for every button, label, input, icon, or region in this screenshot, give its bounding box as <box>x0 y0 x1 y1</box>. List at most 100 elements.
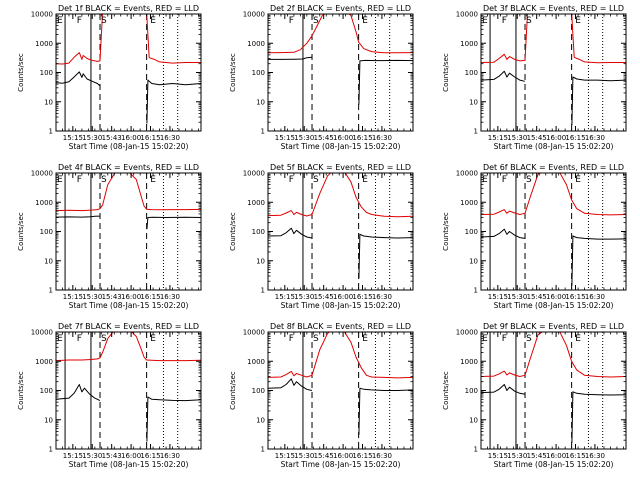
x-tick-label: 16:15 <box>352 134 372 142</box>
x-tick-label: 15:15 <box>488 134 508 142</box>
y-tick-label: 1 <box>474 287 478 295</box>
plot-area <box>268 14 413 131</box>
region-label: S <box>313 16 319 26</box>
chart-panel-2: Det 2f BLACK = Events, RED = LLD F S E 1 10 10… <box>229 4 414 151</box>
x-tick-label: 15:30 <box>294 134 314 142</box>
y-tick-label: 100 <box>252 69 265 77</box>
y-tick-label: 1000 <box>247 358 265 366</box>
plot-area <box>268 173 413 290</box>
plot-area <box>56 173 201 290</box>
series-line-events <box>268 378 413 436</box>
x-tick-label: 16:15 <box>565 452 585 460</box>
chart-title: Det 8f BLACK = Events, RED = LLD <box>270 322 411 331</box>
x-tick-label: 16:00 <box>546 452 566 460</box>
x-tick-label: 15:43 <box>102 452 122 460</box>
x-axis-label: Start Time (08-Jan-15 15:02:20) <box>494 301 614 310</box>
x-tick-label: 15:45 <box>527 134 547 142</box>
series-line-lld <box>56 332 201 362</box>
y-axis-label: Counts/sec <box>442 371 450 410</box>
x-axis-label: Start Time (08-Jan-15 15:02:20) <box>494 460 614 469</box>
chart-panel-3: Det 3f BLACK = Events, RED = LLD E F S E 1 10 1… <box>442 4 627 151</box>
series-line-events <box>56 71 201 124</box>
x-axis-label: Start Time (08-Jan-15 15:02:20) <box>281 142 401 151</box>
y-axis-label: Counts/sec <box>17 53 25 92</box>
region-label: S <box>101 175 107 185</box>
x-axis-label: Start Time (08-Jan-15 15:02:20) <box>281 301 401 310</box>
region-label: S <box>526 16 532 26</box>
x-tick-label: 15:43 <box>102 293 122 301</box>
region-label: E <box>150 16 156 26</box>
y-tick-label: 1 <box>474 128 478 136</box>
x-tick-label: 16:15 <box>565 134 585 142</box>
region-label: F <box>289 175 294 185</box>
y-axis-label: Counts/sec <box>229 212 237 251</box>
x-axis-label: Start Time (08-Jan-15 15:02:20) <box>69 142 189 151</box>
y-tick-label: 1000 <box>35 40 53 48</box>
y-tick-label: 10 <box>44 257 53 265</box>
y-tick-label: 1000 <box>460 199 478 207</box>
x-tick-label: 15:45 <box>314 134 334 142</box>
y-tick-label: 1000 <box>247 40 265 48</box>
series-line-events <box>56 215 201 230</box>
y-axis-label: Counts/sec <box>229 53 237 92</box>
region-label: S <box>101 16 107 26</box>
y-tick-label: 1 <box>261 128 265 136</box>
x-tick-label: 15:45 <box>314 293 334 301</box>
y-tick-label: 100 <box>252 228 265 236</box>
y-tick-label: 10000 <box>456 329 478 337</box>
region-label: F <box>77 16 82 26</box>
chart-panel-6: Det 6f BLACK = Events, RED = LLD E F S E 1 10 1… <box>442 163 627 310</box>
y-tick-label: 10000 <box>243 170 265 178</box>
series-line-lld <box>268 14 413 54</box>
y-tick-label: 100 <box>40 228 53 236</box>
x-tick-label: 16:30 <box>585 293 605 301</box>
y-tick-label: 10 <box>256 416 265 424</box>
x-tick-label: 15:45 <box>527 293 547 301</box>
region-label: E <box>482 175 488 185</box>
y-tick-label: 10000 <box>31 170 53 178</box>
chart-panel-8: Det 8f BLACK = Events, RED = LLD F S E 1 10 10… <box>229 322 414 469</box>
x-tick-label: 15:15 <box>63 452 83 460</box>
chart-title: Det 1f BLACK = Events, RED = LLD <box>58 4 199 13</box>
y-tick-label: 1000 <box>35 199 53 207</box>
x-tick-label: 16:30 <box>585 134 605 142</box>
region-label: E <box>57 16 63 26</box>
x-axis-label: Start Time (08-Jan-15 15:02:20) <box>494 142 614 151</box>
x-tick-label: 15:15 <box>63 134 83 142</box>
chart-panel-9: Det 9f BLACK = Events, RED = LLD E F S E 1 10 1… <box>442 322 627 469</box>
y-tick-label: 10000 <box>243 11 265 19</box>
chart-panel-1: Det 1f BLACK = Events, RED = LLD E F S E 1 10 1… <box>17 4 202 151</box>
y-tick-label: 10 <box>44 98 53 106</box>
region-label: E <box>57 334 63 344</box>
x-tick-label: 16:15 <box>352 293 372 301</box>
y-tick-label: 100 <box>40 387 53 395</box>
x-tick-label: 16:15 <box>352 452 372 460</box>
x-tick-label: 16:15 <box>140 134 160 142</box>
y-tick-label: 1000 <box>460 40 478 48</box>
plot-area <box>481 14 626 131</box>
x-tick-label: 15:45 <box>314 452 334 460</box>
chart-title: Det 5f BLACK = Events, RED = LLD <box>270 163 411 172</box>
y-axis-label: Counts/sec <box>442 212 450 251</box>
region-label: E <box>362 175 368 185</box>
region-label: E <box>575 16 581 26</box>
y-tick-label: 10000 <box>31 11 53 19</box>
y-tick-label: 10 <box>256 98 265 106</box>
y-tick-label: 10000 <box>456 170 478 178</box>
series-line-lld <box>481 173 626 216</box>
region-label: E <box>482 334 488 344</box>
y-tick-label: 100 <box>40 69 53 77</box>
series-line-events <box>268 56 413 105</box>
region-label: F <box>502 175 507 185</box>
y-tick-label: 100 <box>465 228 478 236</box>
series-line-lld <box>481 332 626 378</box>
chart-title: Det 7f BLACK = Events, RED = LLD <box>58 322 199 331</box>
series-line-lld <box>268 173 413 218</box>
region-label: F <box>502 334 507 344</box>
y-tick-label: 1 <box>261 446 265 454</box>
plot-area <box>56 332 201 449</box>
x-tick-label: 15:30 <box>507 452 527 460</box>
region-label: S <box>526 175 532 185</box>
x-tick-label: 16:15 <box>565 293 585 301</box>
